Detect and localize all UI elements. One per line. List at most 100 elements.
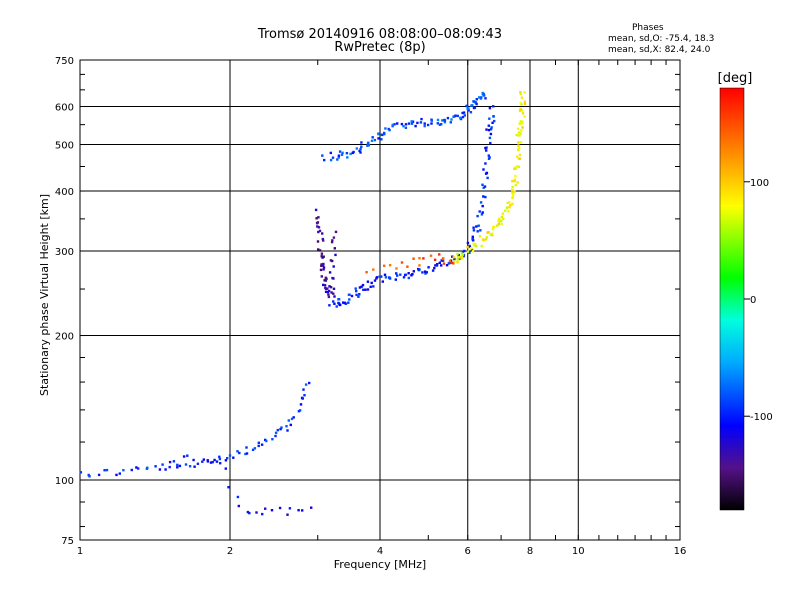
data-point <box>224 467 227 470</box>
data-point <box>317 248 320 251</box>
chart-subtitle: RwPretec (8p) <box>334 40 426 55</box>
data-point <box>492 105 495 108</box>
data-point <box>238 451 241 455</box>
data-point <box>288 507 292 510</box>
data-point <box>270 509 274 512</box>
data-point <box>97 473 101 477</box>
data-point <box>105 468 109 472</box>
data-point <box>337 154 341 157</box>
data-point <box>513 178 516 181</box>
data-point <box>292 416 295 419</box>
data-point <box>193 465 196 468</box>
data-point <box>331 239 334 242</box>
data-point <box>489 141 492 145</box>
data-point <box>521 120 524 123</box>
data-point <box>186 454 189 457</box>
data-points <box>79 91 527 516</box>
data-point <box>421 271 424 274</box>
data-point <box>484 162 487 165</box>
data-point <box>322 262 325 266</box>
data-point <box>514 167 517 170</box>
data-point <box>172 460 176 463</box>
data-point <box>518 109 522 112</box>
data-point <box>301 509 304 512</box>
x-axis-label: Frequency [MHz] <box>334 558 426 571</box>
data-point <box>431 269 435 272</box>
data-point <box>479 229 482 232</box>
data-point <box>178 464 182 468</box>
data-point <box>517 141 520 144</box>
data-point <box>484 146 487 150</box>
data-point <box>479 201 483 204</box>
data-point <box>487 157 491 160</box>
data-point <box>364 288 367 291</box>
data-point <box>322 266 326 269</box>
data-point <box>472 229 476 232</box>
data-point <box>427 266 430 269</box>
data-point <box>475 225 478 228</box>
data-point <box>399 273 402 276</box>
data-point <box>260 443 264 446</box>
data-point <box>423 124 426 128</box>
data-point <box>332 265 335 268</box>
data-point <box>384 127 387 130</box>
data-point <box>515 133 518 137</box>
data-point <box>168 465 171 469</box>
data-point <box>331 259 334 263</box>
data-point <box>420 117 423 121</box>
data-point <box>366 142 370 145</box>
data-point <box>466 246 469 249</box>
data-point <box>329 286 333 289</box>
y-tick-label: 500 <box>55 141 74 152</box>
stats-o-mode: mean, sd,O: -75.4, 18.3 <box>608 34 715 44</box>
data-point <box>122 469 125 472</box>
data-point <box>322 268 325 271</box>
data-point <box>517 165 521 169</box>
data-point <box>517 144 520 147</box>
data-point <box>372 268 375 271</box>
data-point <box>520 109 523 112</box>
data-point <box>443 119 447 122</box>
data-point <box>332 236 336 239</box>
data-point <box>445 264 449 267</box>
data-point <box>448 261 451 265</box>
data-point <box>456 255 460 259</box>
data-point <box>511 202 514 206</box>
data-point <box>493 119 496 123</box>
grid-lines <box>79 60 681 540</box>
data-point <box>330 291 333 294</box>
data-point <box>362 288 365 291</box>
data-point <box>345 152 349 155</box>
stats-heading: Phases <box>632 23 664 33</box>
x-tick-labels: 1 2 4 6 8 10 16 <box>77 546 687 557</box>
data-point <box>347 293 351 296</box>
data-point <box>458 256 462 259</box>
data-point <box>337 302 341 305</box>
data-point <box>328 271 332 274</box>
data-point <box>393 123 396 126</box>
data-point <box>219 462 222 465</box>
data-point <box>168 460 172 464</box>
data-point <box>491 121 494 124</box>
data-point <box>380 138 383 141</box>
data-point <box>320 263 323 266</box>
data-point <box>461 111 464 115</box>
data-point <box>425 271 428 274</box>
data-point <box>344 302 348 305</box>
data-point <box>484 172 488 175</box>
data-point <box>369 285 372 288</box>
data-point <box>361 283 365 287</box>
data-point <box>391 124 394 128</box>
data-point <box>115 473 118 477</box>
data-point <box>343 301 346 305</box>
data-point <box>79 471 83 474</box>
data-point <box>489 233 492 236</box>
data-point <box>436 263 439 266</box>
data-point <box>404 273 408 276</box>
data-point <box>461 250 465 253</box>
y-tick-label: 400 <box>55 187 74 198</box>
data-point <box>485 236 488 239</box>
data-point <box>463 114 466 117</box>
data-point <box>463 249 466 253</box>
data-point <box>161 463 164 466</box>
